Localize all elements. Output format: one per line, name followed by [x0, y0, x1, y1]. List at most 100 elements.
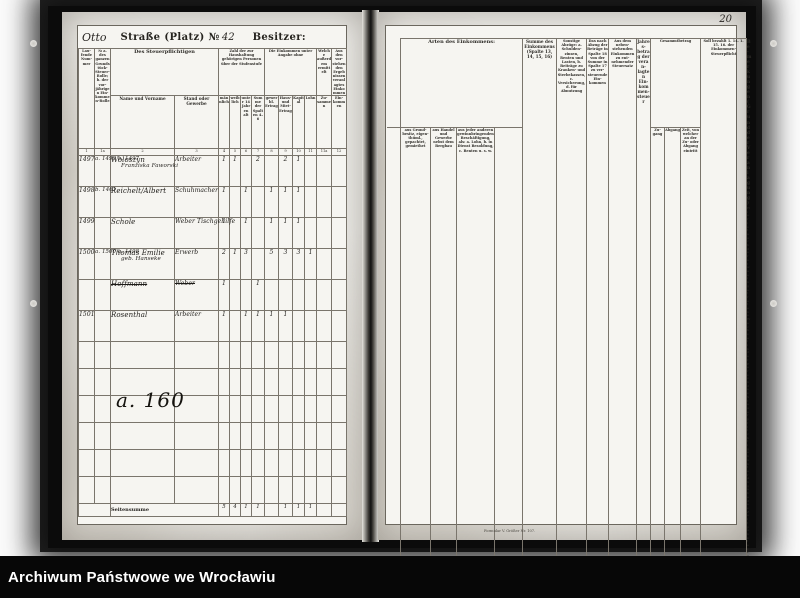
row-income-rent: 1 [278, 186, 294, 219]
group-title-additional: Welche außerdem ermittelt [316, 47, 333, 97]
totals-value: 5 [218, 503, 231, 518]
blank-cell [304, 422, 318, 451]
blank-cell [331, 395, 348, 424]
totals-value [316, 503, 333, 518]
col-18-header: Das nach Abzug der Beträge in Spalte 18 … [586, 37, 610, 594]
col-7-header: Summe der Spalten 4–6 [251, 95, 266, 150]
blank-cell [173, 368, 220, 397]
col-3-header: Stand oder Gewerbe [173, 95, 220, 150]
blank-cell [110, 422, 175, 451]
blank-cell [78, 341, 95, 370]
blank-cell [331, 368, 348, 397]
table-row: 1500 a. 1500 b. 1498 Thomas Emilie geb. … [78, 248, 348, 281]
archive-watermark-bar: Archiwum Państwowe we Wrocławiu [0, 556, 800, 598]
row-name: Hoffmann [110, 279, 175, 312]
colnum-8: 8 [264, 148, 280, 157]
blank-cell [331, 422, 348, 451]
row-number: 1501 [78, 310, 95, 343]
table-row-blank [78, 449, 348, 478]
table-row-struck: Hoffmann Weber 1 1 [78, 279, 348, 312]
row-name: Rosenthal [110, 310, 175, 343]
blank-cell [78, 449, 95, 478]
table-row-blank [78, 422, 348, 451]
row-persons-total: 1 [251, 310, 266, 343]
col-4-header: männlich [218, 95, 231, 150]
blank-cell [173, 341, 220, 370]
left-register-table: Lau­fende Num­mer № a. des ganzen Grunds… [78, 47, 348, 518]
totals-value [264, 503, 280, 518]
colnum-11: 11 [304, 148, 318, 157]
row-persons-female [229, 279, 242, 312]
right-page: 20 Arten des Einkommens: Summe des Ein­k… [378, 12, 751, 598]
row-name: Woloszyn Franziska Faworski [110, 155, 178, 188]
row-persons-children: 1 [240, 217, 253, 250]
row-income-capital: 3 [292, 248, 306, 281]
row-income-sum [316, 155, 333, 188]
row-income-trade: 1 [264, 217, 280, 250]
blank-cell [264, 476, 280, 505]
blank-cell [229, 395, 242, 424]
blank-cell [240, 422, 253, 451]
blank-cell [173, 422, 220, 451]
totals-value: 1 [292, 503, 306, 518]
blank-cell [264, 368, 280, 397]
section-title-taxpayer: Des Steuerpflichtigen [109, 47, 220, 97]
totals-value: 1 [251, 503, 266, 518]
row-income-sum [316, 248, 333, 281]
totals-value: 1 [278, 503, 294, 518]
blank-cell [110, 341, 175, 370]
row-occupation: Erwerb [173, 248, 220, 281]
left-spine-edge [48, 6, 64, 548]
row-income-rent: 3 [278, 248, 294, 281]
row-income-trade: 5 [264, 248, 280, 281]
blank-cell [78, 395, 95, 424]
totals-blank [78, 503, 111, 518]
row-persons-total: 1 [251, 279, 266, 312]
blank-cell [316, 422, 333, 451]
blank-cell [316, 395, 333, 424]
blank-cell [292, 395, 306, 424]
row-income-rent: 2 [278, 155, 294, 188]
blank-cell [251, 341, 266, 370]
blank-cell [94, 422, 111, 451]
blank-cell [251, 476, 266, 505]
group-title-change: Ge­sammt­betrag [650, 38, 702, 128]
top-edge [48, 6, 756, 13]
blank-cell [240, 341, 253, 370]
blank-cell [94, 395, 111, 424]
row-persons-children [240, 155, 253, 188]
row-income-trade [264, 279, 280, 312]
row-persons-total [251, 248, 266, 281]
table-row: 1497 a. 1499 b. 1497 Woloszyn Franziska … [78, 155, 348, 188]
row-name: Thomas Emilie geb. Hanseke [110, 248, 175, 281]
row-number: 1498 [78, 186, 95, 219]
row-persons-male: 1 [218, 186, 231, 219]
blank-cell [316, 449, 333, 478]
col-25-header: Soll be­zahlt 1. 14. 1. 15. 16. der Eink… [700, 37, 748, 594]
blank-cell [78, 368, 95, 397]
row-income-wage: 1 [304, 248, 318, 281]
blank-cell [218, 422, 231, 451]
totals-value: 1 [240, 503, 253, 518]
col-24-header: Zeit, von welcher an der Zu- oder Abgang… [680, 126, 702, 594]
row-persons-male: 1 [218, 155, 231, 188]
row-income-wage [304, 310, 318, 343]
colnum-4: 4 [218, 148, 231, 157]
blank-cell [110, 449, 175, 478]
row-name: Schole [110, 217, 175, 250]
col-6-header: unter 14 Jahren alt [240, 95, 253, 150]
blank-cell [304, 476, 318, 505]
blank-cell [229, 368, 242, 397]
col-17-header: Sonstige Abzüge: a. Schulden­zinsen, Ren… [556, 37, 588, 594]
row-income-sum [316, 217, 333, 250]
archive-watermark-text: Archiwum Państwowe we Wrocławiu [8, 568, 276, 586]
blank-cell [94, 476, 111, 505]
row-subnumber [94, 279, 111, 312]
col-2-header: Name und Vorname [110, 95, 175, 150]
row-subnumber: b. 1461 [94, 186, 116, 219]
row-persons-total: 2 [251, 155, 266, 188]
row-persons-male: 1 [218, 279, 231, 312]
corner-mark [30, 40, 37, 47]
blank-cell [110, 476, 175, 505]
